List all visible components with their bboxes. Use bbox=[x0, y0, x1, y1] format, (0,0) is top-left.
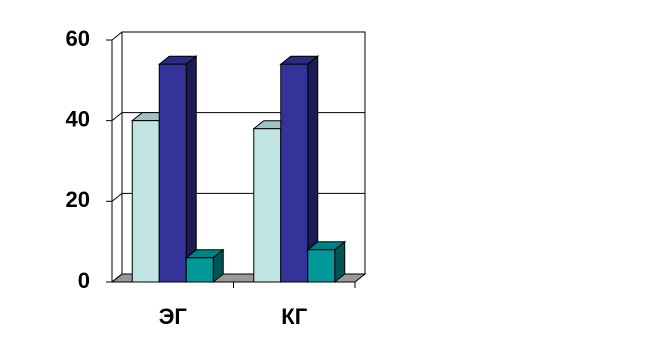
bar bbox=[158, 63, 187, 283]
x-tick-label: КГ bbox=[281, 304, 307, 329]
x-tick-label: ЭГ bbox=[159, 304, 188, 329]
bar bbox=[185, 257, 214, 283]
bar bbox=[253, 128, 282, 283]
y-tick-label: 20 bbox=[66, 187, 90, 212]
grid-line-side bbox=[111, 112, 123, 122]
grid-line-side bbox=[111, 273, 123, 283]
bar bbox=[280, 63, 309, 283]
bar bbox=[131, 120, 160, 283]
grid-line-side bbox=[111, 31, 123, 41]
y-tick-label: 0 bbox=[78, 268, 90, 293]
bar bbox=[307, 249, 336, 283]
y-tick-label: 60 bbox=[66, 26, 90, 51]
y-tick-label: 40 bbox=[66, 106, 90, 131]
grid-line-side bbox=[111, 192, 123, 202]
bar-side bbox=[185, 55, 197, 284]
